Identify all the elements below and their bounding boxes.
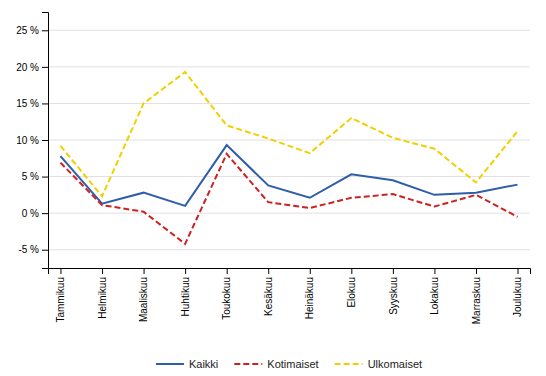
y-tick: 10 % bbox=[16, 135, 48, 146]
x-tick: Joulukuu bbox=[512, 268, 523, 317]
x-tick-label: Lokakuu bbox=[429, 277, 440, 315]
y-tick-label: 5 % bbox=[22, 171, 39, 182]
legend: Kaikki Kotimaiset Ulkomaiset bbox=[156, 358, 422, 370]
grid-line bbox=[48, 213, 530, 214]
x-tick-label: Heinäkuu bbox=[304, 277, 315, 319]
y-tick-label: -5 % bbox=[18, 244, 39, 255]
grid bbox=[48, 30, 530, 249]
y-tick: 0 % bbox=[22, 208, 48, 219]
x-tick: Toukokuu bbox=[221, 268, 232, 320]
x-tick-label: Maaliskuu bbox=[138, 277, 149, 322]
y-tick-label: 20 % bbox=[16, 62, 39, 73]
legend-item: Kotimaiset bbox=[234, 358, 318, 370]
y-tick-mark bbox=[42, 67, 48, 68]
grid-line bbox=[48, 249, 530, 250]
x-axis-line bbox=[49, 269, 531, 275]
x-tick: Marraskuu bbox=[471, 268, 482, 324]
legend-label: Kotimaiset bbox=[267, 358, 318, 370]
legend-swatch bbox=[156, 363, 184, 365]
grid-line bbox=[48, 103, 530, 104]
y-tick-mark bbox=[42, 103, 48, 104]
x-tick-label: Marraskuu bbox=[471, 277, 482, 324]
legend-swatch bbox=[335, 363, 363, 365]
grid-line bbox=[48, 176, 530, 177]
y-tick: 25 % bbox=[16, 25, 48, 36]
x-tick-label: Kesäkuu bbox=[263, 277, 274, 316]
x-axis: Tammikuu Helmikuu Maaliskuu Huhtikuu Toukoku… bbox=[49, 268, 531, 324]
series-line bbox=[60, 72, 517, 196]
y-axis: -5 % 0 % 5 % 10 % 15 % 20 % 25 % bbox=[16, 13, 48, 269]
x-tick-label: Toukokuu bbox=[221, 277, 232, 320]
x-tick-label: Syyskuu bbox=[388, 277, 399, 315]
x-tick-label: Joulukuu bbox=[512, 277, 523, 317]
x-tick-mark bbox=[102, 268, 103, 274]
y-tick-mark bbox=[42, 177, 48, 178]
grid-line bbox=[48, 30, 530, 31]
y-tick-label: 15 % bbox=[16, 98, 39, 109]
x-tick-label: Helmikuu bbox=[97, 277, 108, 319]
legend-item: Kaikki bbox=[156, 358, 218, 370]
x-tick: Heinäkuu bbox=[304, 268, 315, 319]
series-line bbox=[60, 154, 517, 244]
x-tick: Tammikuu bbox=[55, 268, 66, 323]
x-tick-mark bbox=[476, 268, 477, 274]
x-tick: Syyskuu bbox=[388, 268, 399, 315]
x-tick: Lokakuu bbox=[429, 268, 440, 315]
y-tick: -5 % bbox=[18, 244, 48, 255]
x-tick-mark bbox=[351, 268, 352, 274]
y-tick-mark bbox=[42, 250, 48, 251]
grid-line bbox=[48, 140, 530, 141]
y-tick-mark bbox=[42, 213, 48, 214]
y-axis-line bbox=[42, 13, 49, 269]
legend-label: Ulkomaiset bbox=[368, 358, 422, 370]
x-tick-mark bbox=[393, 268, 394, 274]
x-tick-label: Elokuu bbox=[346, 277, 357, 308]
series-line bbox=[60, 145, 517, 206]
x-tick: Huhtikuu bbox=[180, 268, 191, 316]
x-tick: Elokuu bbox=[346, 268, 357, 308]
grid-line bbox=[48, 66, 530, 67]
x-tick-label: Tammikuu bbox=[55, 277, 66, 323]
legend-item: Ulkomaiset bbox=[335, 358, 422, 370]
x-tick-mark bbox=[310, 268, 311, 274]
legend-label: Kaikki bbox=[189, 358, 218, 370]
x-tick-mark bbox=[227, 268, 228, 274]
x-tick: Helmikuu bbox=[97, 268, 108, 319]
plot: -5 % 0 % 5 % 10 % 15 % 20 % 25 % Tammikuu Helmik… bbox=[16, 13, 530, 325]
x-tick-mark bbox=[268, 268, 269, 274]
y-tick-mark bbox=[42, 140, 48, 141]
x-tick-label: Huhtikuu bbox=[180, 277, 191, 316]
y-tick-label: 10 % bbox=[16, 135, 39, 146]
x-tick: Kesäkuu bbox=[263, 268, 274, 316]
legend-swatch bbox=[234, 363, 262, 365]
y-tick: 5 % bbox=[22, 171, 48, 182]
x-tick-mark bbox=[144, 268, 145, 274]
x-tick-mark bbox=[185, 268, 186, 274]
y-tick-label: 25 % bbox=[16, 25, 39, 36]
y-tick-mark bbox=[42, 30, 48, 31]
x-tick-mark bbox=[434, 268, 435, 274]
lines bbox=[60, 72, 517, 244]
x-tick: Maaliskuu bbox=[138, 268, 149, 322]
x-tick-mark bbox=[518, 268, 519, 274]
y-tick-label: 0 % bbox=[22, 208, 39, 219]
y-tick: 20 % bbox=[16, 62, 48, 73]
chart: -5 % 0 % 5 % 10 % 15 % 20 % 25 % Tammikuu Helmik… bbox=[0, 0, 546, 376]
y-tick: 15 % bbox=[16, 98, 48, 109]
x-tick-mark bbox=[60, 268, 61, 274]
